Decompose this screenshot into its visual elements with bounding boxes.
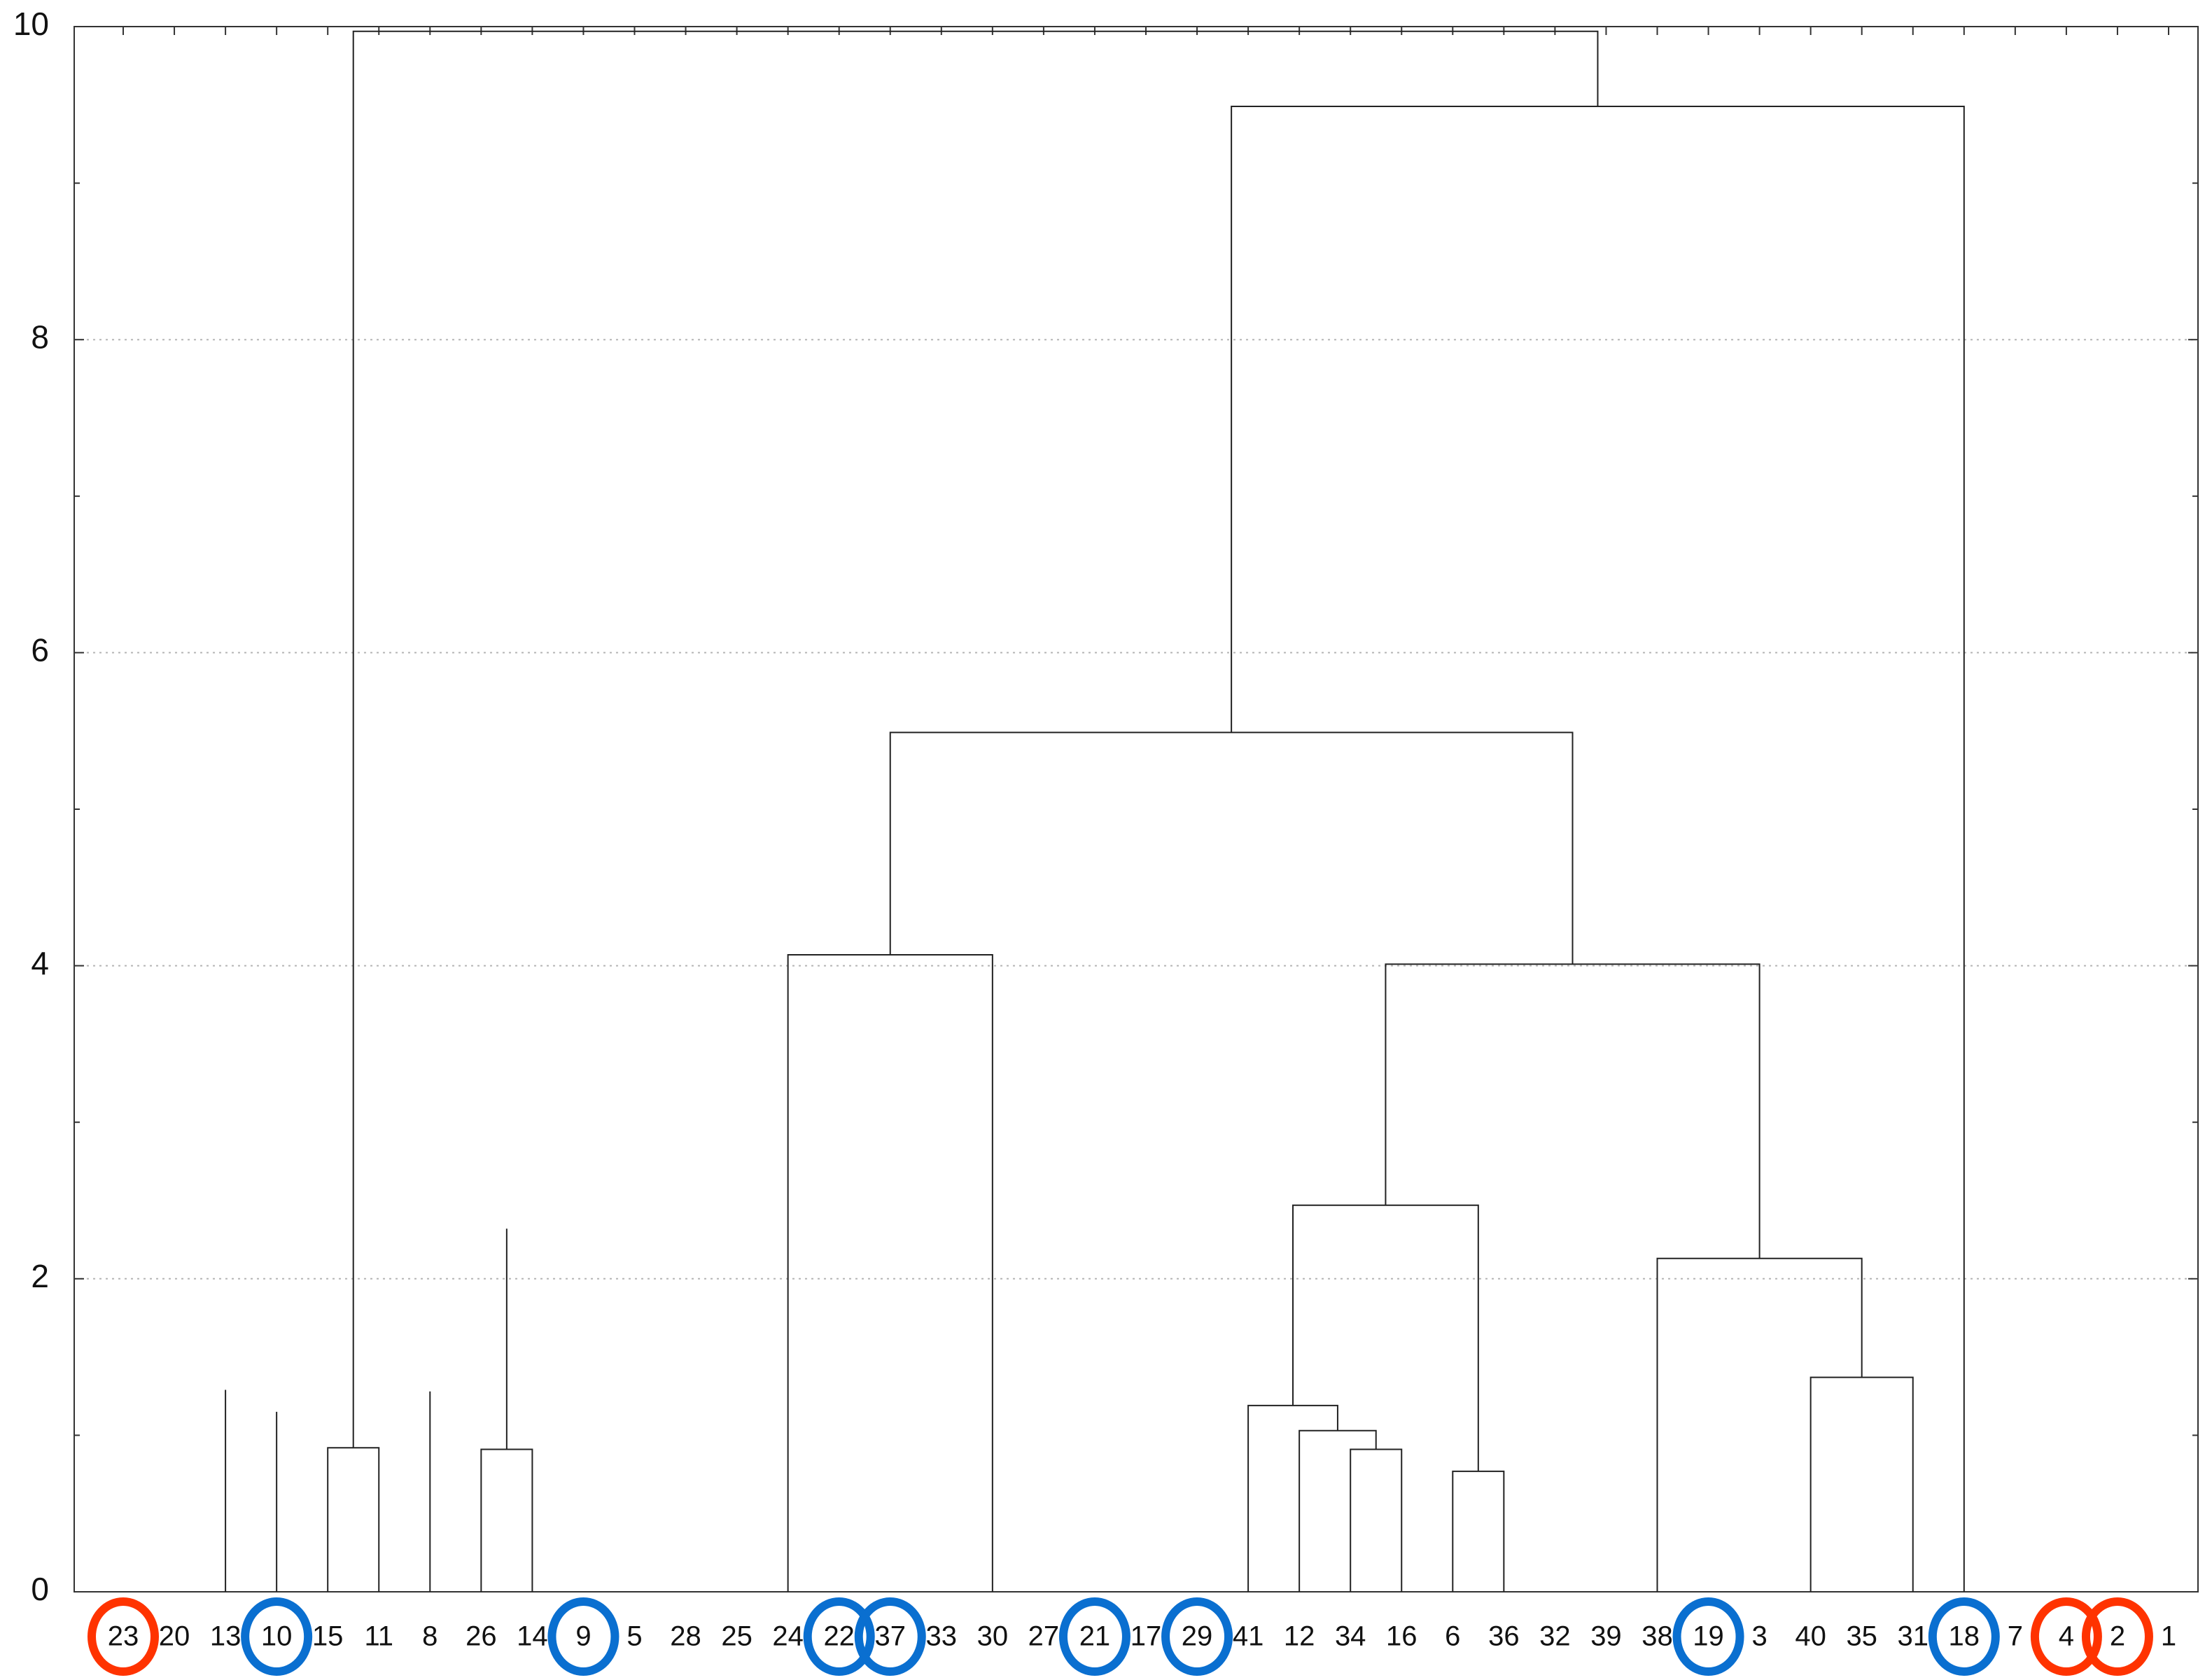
leaf-label-31: 31 bbox=[1898, 1621, 1929, 1652]
leaf-label-11: 11 bbox=[364, 1621, 393, 1652]
leaf-label-26: 26 bbox=[465, 1621, 497, 1652]
y-tick-label-5: 10 bbox=[13, 6, 49, 42]
grid-lines bbox=[74, 339, 2198, 1280]
leaf-label-5: 5 bbox=[626, 1621, 642, 1652]
link-18 bbox=[352, 30, 1599, 1448]
leaf-label-19: 19 bbox=[1693, 1621, 1724, 1652]
link-10 bbox=[1247, 1404, 1338, 1592]
link-13 bbox=[1809, 1376, 1914, 1592]
leaf-label-34: 34 bbox=[1335, 1621, 1366, 1652]
leaf-label-21: 21 bbox=[1079, 1621, 1111, 1652]
leaf-label-16: 16 bbox=[1386, 1621, 1418, 1652]
leaf-label-7: 7 bbox=[2008, 1621, 2023, 1652]
highlight-circle-4 bbox=[2030, 1597, 2102, 1676]
link-0 bbox=[327, 1447, 380, 1592]
dendrogram-links bbox=[225, 30, 1965, 1592]
leaf-label-30: 30 bbox=[977, 1621, 1009, 1652]
leaf-labels: 23 20 13 10 15 11 8 26 14 9 5 28 25 24 22 37 33 30 27 21 17 2… bbox=[108, 1621, 2176, 1652]
leaf-label-15: 15 bbox=[312, 1621, 344, 1652]
plot-area bbox=[74, 26, 2199, 1592]
leaf-label-28: 28 bbox=[670, 1621, 701, 1652]
leaf-label-6: 6 bbox=[1445, 1621, 1460, 1652]
leaf-label-12: 12 bbox=[1284, 1621, 1315, 1652]
leaf-label-35: 35 bbox=[1846, 1621, 1877, 1652]
leaf-label-8: 8 bbox=[422, 1621, 438, 1652]
leaf-label-14: 14 bbox=[517, 1621, 548, 1652]
y-tick-label-4: 8 bbox=[31, 318, 49, 355]
leaf-label-36: 36 bbox=[1488, 1621, 1520, 1652]
highlight-circle-29 bbox=[1161, 1597, 1233, 1676]
highlight-circle-2 bbox=[2081, 1597, 2153, 1676]
leaf-label-4: 4 bbox=[2059, 1621, 2074, 1652]
highlight-circle-21 bbox=[1058, 1597, 1130, 1676]
leaf-label-40: 40 bbox=[1795, 1621, 1826, 1652]
highlight-circle-22 bbox=[803, 1597, 875, 1676]
highlight-circle-18 bbox=[1928, 1597, 2000, 1676]
leaf-label-13: 13 bbox=[210, 1621, 241, 1652]
y-tick-label-3: 6 bbox=[31, 632, 49, 668]
leaf-label-22: 22 bbox=[823, 1621, 855, 1652]
leaf-label-10: 10 bbox=[261, 1621, 293, 1652]
y-tick-label-0: 0 bbox=[31, 1571, 49, 1607]
link-12 bbox=[1292, 1204, 1479, 1471]
leaf-label-9: 9 bbox=[575, 1621, 591, 1652]
leaf-label-20: 20 bbox=[159, 1621, 190, 1652]
highlight-circle-10 bbox=[241, 1597, 313, 1676]
y-tick-labels: 0 2 4 6 8 10 bbox=[13, 6, 49, 1607]
leaf-label-41: 41 bbox=[1233, 1621, 1264, 1652]
y-tick-label-2: 4 bbox=[31, 945, 49, 981]
highlight-circle-9 bbox=[547, 1597, 620, 1676]
leaf-label-25: 25 bbox=[721, 1621, 752, 1652]
leaf-label-32: 32 bbox=[1539, 1621, 1571, 1652]
leaf-label-17: 17 bbox=[1130, 1621, 1162, 1652]
link-11 bbox=[1452, 1470, 1505, 1592]
leaf-label-27: 27 bbox=[1028, 1621, 1060, 1652]
leaf-label-3: 3 bbox=[1751, 1621, 1767, 1652]
leaf-label-29: 29 bbox=[1182, 1621, 1213, 1652]
y-tick-label-1: 2 bbox=[31, 1258, 49, 1294]
leaf-label-37: 37 bbox=[875, 1621, 906, 1652]
highlight-circles bbox=[88, 1597, 2153, 1676]
leaf-label-24: 24 bbox=[772, 1621, 804, 1652]
highlight-circle-37 bbox=[854, 1597, 926, 1676]
leaf-label-33: 33 bbox=[926, 1621, 958, 1652]
leaf-label-18: 18 bbox=[1949, 1621, 1980, 1652]
link-7 bbox=[787, 953, 993, 1592]
leaf-label-23: 23 bbox=[108, 1621, 139, 1652]
leaf-label-38: 38 bbox=[1642, 1621, 1673, 1652]
leaf-label-39: 39 bbox=[1590, 1621, 1622, 1652]
leaf-label-1: 1 bbox=[2161, 1621, 2176, 1652]
highlight-circle-19 bbox=[1672, 1597, 1744, 1676]
leaf-label-2: 2 bbox=[2110, 1621, 2125, 1652]
link-16 bbox=[889, 732, 1574, 965]
highlight-circle-23 bbox=[88, 1597, 159, 1676]
